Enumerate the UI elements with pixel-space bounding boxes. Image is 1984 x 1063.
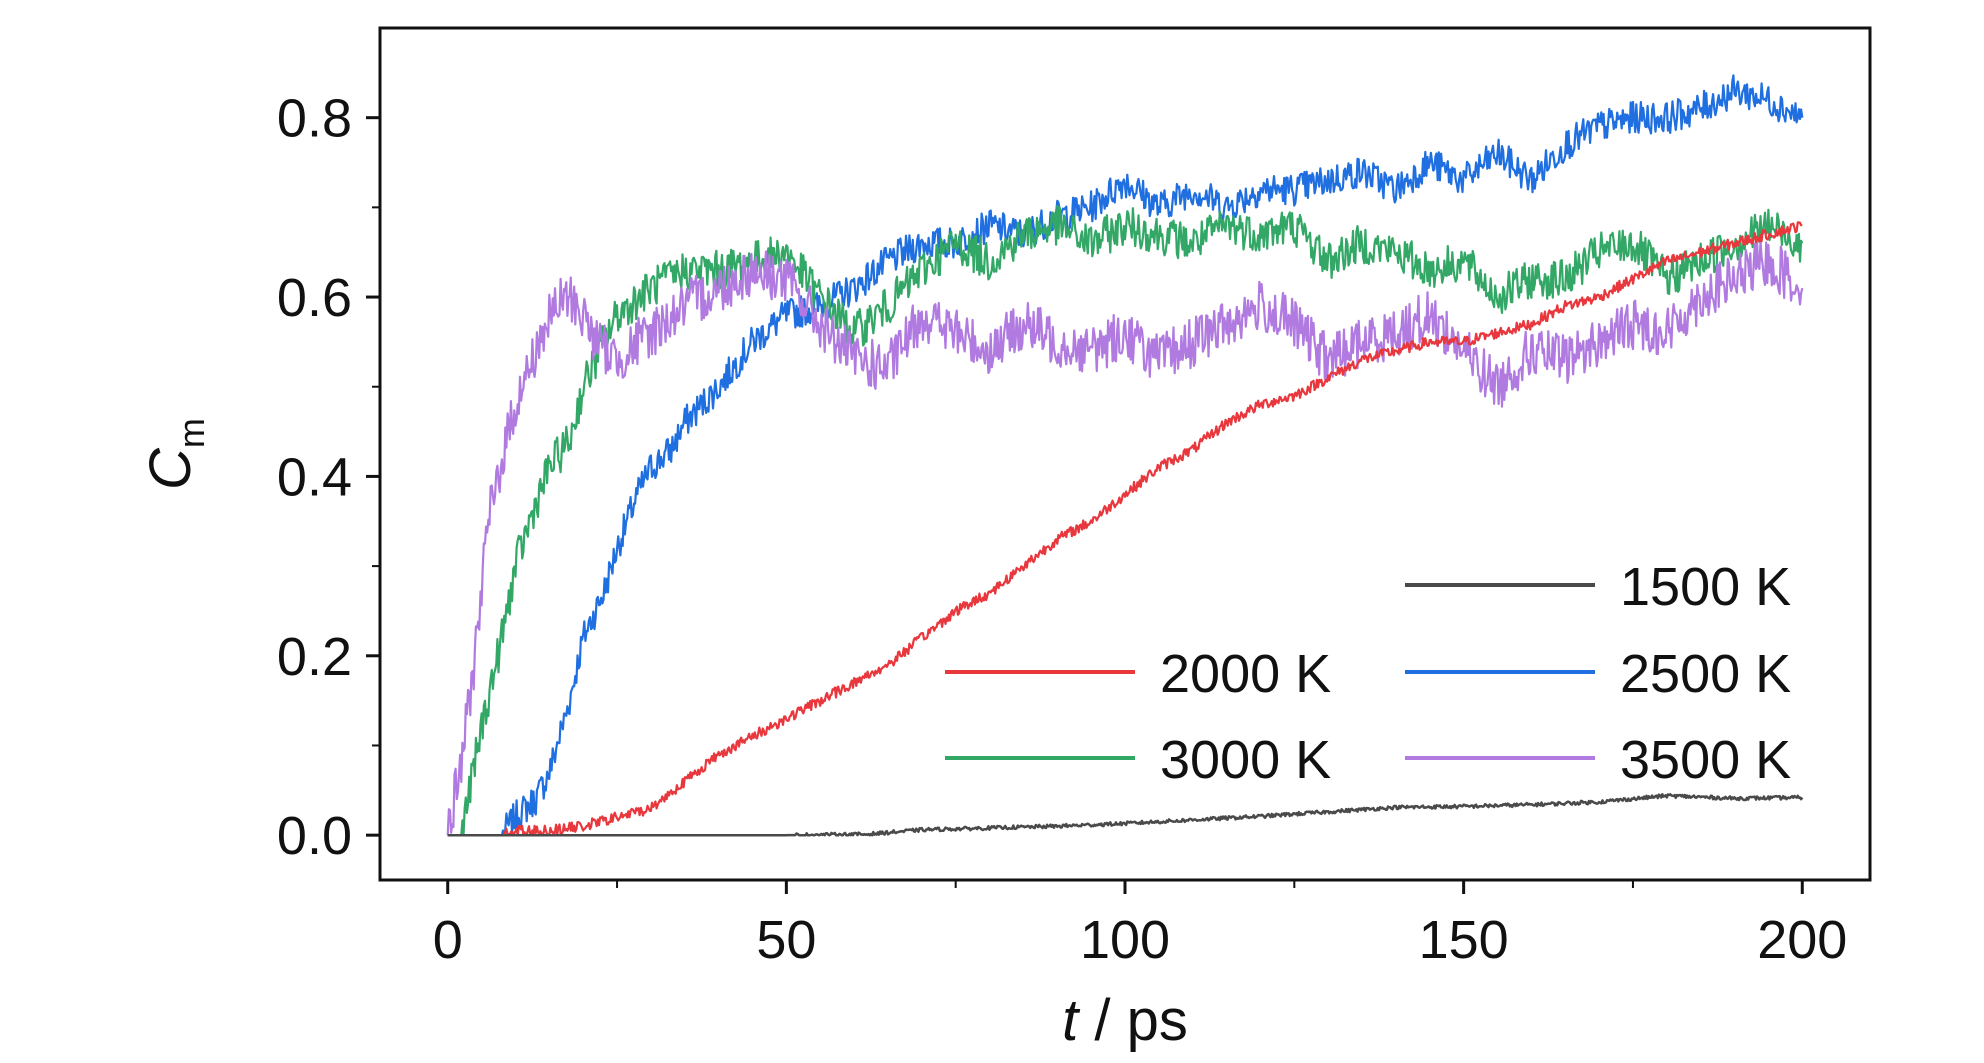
y-tick-label: 0.2 [277, 627, 352, 687]
series-line-1500-k [447, 793, 1804, 837]
series-line-3500-k [446, 240, 1804, 836]
y-tick-label: 0.0 [277, 806, 352, 866]
legend-label: 3000 K [1160, 730, 1331, 790]
x-axis-title-italic: t [1062, 988, 1081, 1053]
y-tick-label: 0.6 [277, 268, 352, 328]
x-axis-title-rest: / ps [1078, 988, 1188, 1053]
y-tick-label: 0.8 [277, 89, 352, 149]
x-tick-label: 0 [433, 910, 463, 970]
legend-label: 2500 K [1620, 644, 1791, 704]
legend: 1500 K 2000 K 2500 K 3000 K 3500 K [945, 557, 1791, 790]
series-line-2000-k [447, 221, 1803, 837]
y-axis-title-subscript: m [171, 418, 212, 448]
series-line-3000-k [447, 204, 1804, 837]
series-layer [446, 74, 1804, 837]
y-tick-label: 0.4 [277, 447, 352, 507]
legend-label: 2000 K [1160, 644, 1331, 704]
series-line-2500-k [447, 74, 1804, 837]
x-axis-title: t / ps [1062, 988, 1188, 1053]
y-axis-title: Cm [138, 418, 212, 490]
x-tick-label: 200 [1757, 910, 1847, 970]
legend-label: 3500 K [1620, 730, 1791, 790]
legend-label: 1500 K [1620, 557, 1791, 617]
x-tick-label: 50 [756, 910, 816, 970]
y-axis-title-main: C [138, 447, 203, 490]
ticks-layer: 0 50 100 150 200 0.0 0.2 0.4 0.6 0.8 [277, 89, 1847, 970]
x-tick-label: 150 [1419, 910, 1509, 970]
x-tick-label: 100 [1080, 910, 1170, 970]
